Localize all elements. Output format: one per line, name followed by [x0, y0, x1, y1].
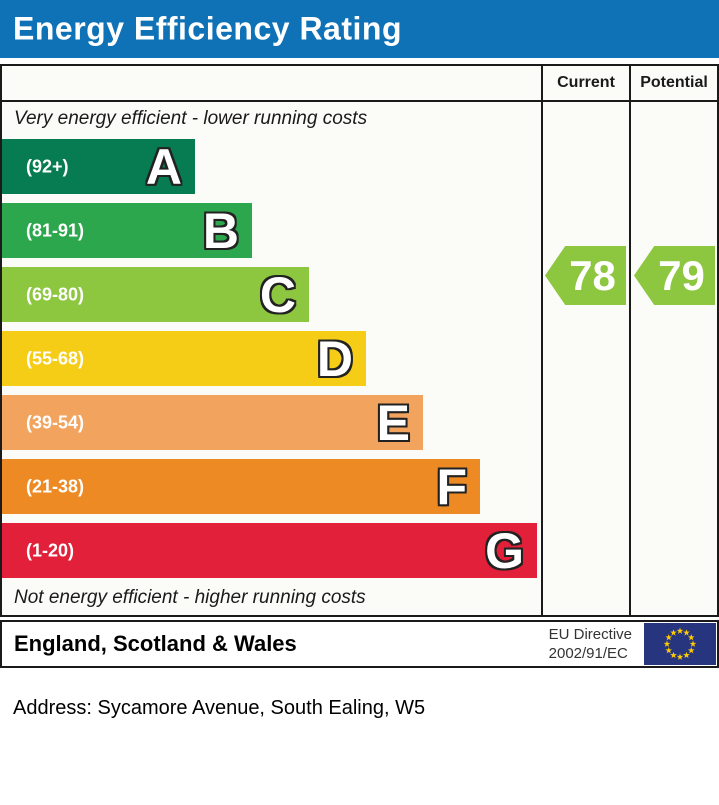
- potential-rating-value: 79: [658, 251, 705, 299]
- top-note: Very energy efficient - lower running co…: [14, 108, 368, 129]
- band-range-label: (92+): [26, 156, 69, 176]
- band-letter: G: [485, 522, 524, 579]
- band-letter: B: [202, 202, 239, 259]
- band-letter: A: [145, 138, 182, 195]
- band-G: (1-20) G: [2, 523, 537, 578]
- energy-rating-table: Current Potential Very energy efficient …: [0, 64, 719, 617]
- band-letter: C: [259, 266, 296, 323]
- bottom-note: Not energy efficient - higher running co…: [14, 587, 366, 608]
- band-A: (92+) A: [2, 139, 195, 194]
- page-title: Energy Efficiency Rating: [13, 10, 402, 47]
- band-letter: E: [376, 394, 410, 451]
- title-banner: Energy Efficiency Rating: [0, 0, 719, 58]
- band-F: (21-38) F: [2, 459, 480, 514]
- eu-flag-icon: [644, 623, 716, 665]
- current-column-header: Current: [557, 74, 615, 91]
- potential-rating-arrow: 79: [634, 246, 715, 305]
- eu-directive-label: EU Directive 2002/91/EC: [549, 625, 632, 664]
- band-letter: F: [436, 458, 467, 515]
- band-range-label: (81-91): [26, 220, 85, 240]
- band-range-label: (39-54): [26, 412, 85, 432]
- band-range-label: (1-20): [26, 540, 75, 560]
- current-rating-value: 78: [569, 251, 616, 299]
- eu-directive-line1: EU Directive: [548, 625, 632, 643]
- band-E: (39-54) E: [2, 395, 423, 450]
- band-D: (55-68) D: [2, 331, 366, 386]
- footer-strip: England, Scotland & Wales EU Directive 2…: [0, 620, 719, 668]
- band-B: (81-91) B: [2, 203, 252, 258]
- band-range-label: (69-80): [26, 284, 85, 304]
- band-range-label: (55-68): [26, 348, 85, 368]
- column-divider-potential: [629, 66, 631, 615]
- region-label: England, Scotland & Wales: [14, 631, 297, 656]
- band-C: (69-80) C: [2, 267, 309, 322]
- column-divider-current: [541, 66, 543, 615]
- current-rating-arrow: 78: [545, 246, 626, 305]
- band-range-label: (21-38): [26, 476, 85, 496]
- eu-directive-line2: 2002/91/EC: [548, 645, 628, 662]
- address-line: Address: Sycamore Avenue, South Ealing, …: [13, 697, 426, 719]
- potential-column-header: Potential: [640, 74, 708, 91]
- band-letter: D: [316, 330, 353, 387]
- header-row-border: [2, 100, 717, 102]
